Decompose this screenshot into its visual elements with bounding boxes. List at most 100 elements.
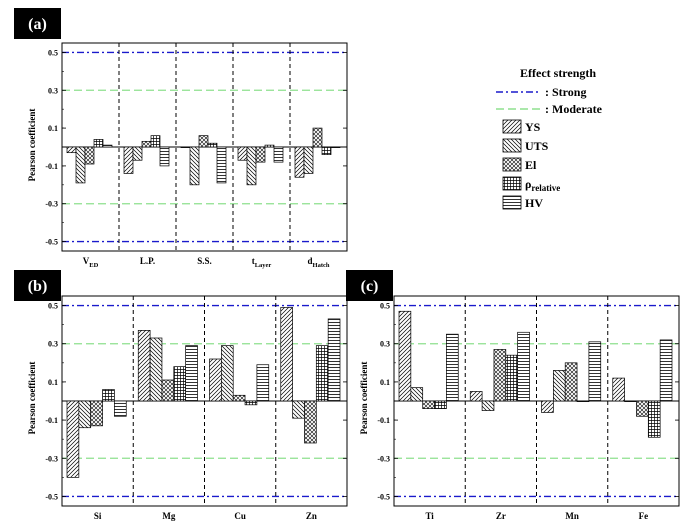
bar-hv [588, 341, 602, 402]
y-tick-label: 0.3 [48, 340, 58, 349]
panel-badge [14, 270, 61, 301]
bar-hv [446, 333, 459, 402]
bar-relative [264, 144, 275, 148]
x-tick-label: L.P. [140, 256, 155, 266]
bar-el [90, 400, 103, 427]
y-tick-label: -0.5 [45, 238, 58, 247]
y-tick-label: 0.1 [48, 124, 58, 133]
y-tick-label: -0.5 [377, 492, 390, 501]
panel-badge [14, 8, 61, 39]
bar-relative [321, 146, 332, 155]
x-tick-label: tLayer [252, 256, 272, 269]
y-tick-label: -0.3 [45, 200, 58, 209]
bar-uts [246, 146, 257, 186]
bar-uts [624, 400, 637, 402]
bar-hv [659, 339, 673, 402]
y-tick-label: 0.5 [48, 48, 58, 57]
x-tick-label: Mg [162, 511, 175, 521]
bar-uts [149, 337, 163, 402]
bar-ys [280, 307, 293, 402]
bar-uts [552, 370, 566, 402]
bar-el [255, 146, 266, 163]
y-tick-label: 0.5 [380, 302, 390, 311]
plot-frame [61, 295, 348, 507]
legend-series-label: YS [525, 120, 541, 134]
x-tick-label: Cu [234, 511, 246, 521]
bar-relative [150, 135, 161, 148]
bar-uts [78, 400, 92, 429]
y-tick-label: -0.3 [45, 454, 58, 463]
legend-swatch [502, 119, 522, 134]
panel-badge-label: (a) [28, 16, 47, 33]
y-tick-label: -0.3 [377, 454, 390, 463]
x-tick-label: VED [83, 256, 99, 269]
bar-hv [102, 144, 113, 148]
bar-uts [410, 387, 424, 402]
legend: Effect strength : Strong : Moderate YS UT… [496, 66, 603, 210]
y-tick-label: -0.1 [45, 416, 58, 425]
bar-relative [647, 400, 661, 438]
y-tick-label: 0.1 [380, 378, 390, 387]
bar-ys [209, 358, 222, 402]
bar-el [636, 400, 649, 417]
bar-el [161, 379, 175, 402]
bar-el [84, 146, 95, 165]
panel-b: (b) Pearson coefficient 0.5 0.3 0.1 -0.1 -0.… [14, 270, 348, 521]
legend-swatch [502, 157, 522, 172]
bar-el [564, 362, 578, 402]
panel-badge-label: (b) [28, 278, 48, 295]
bar-relative [576, 400, 590, 402]
bar-hv [114, 400, 127, 417]
x-tick-label: Zr [496, 511, 506, 521]
bar-relative [102, 389, 115, 402]
y-tick-label: 0.1 [48, 378, 58, 387]
bar-uts [481, 400, 495, 411]
y-axis-label: Pearson coefficient [27, 109, 37, 182]
bar-relative [93, 139, 104, 148]
bar-ys [180, 146, 191, 148]
bar-uts [132, 146, 143, 161]
bar-hv [216, 146, 227, 184]
bar-ys [398, 310, 412, 402]
bar-hv [159, 146, 170, 167]
x-tick-label: S.S. [197, 256, 212, 266]
x-tick-label: Ti [425, 511, 434, 521]
legend-swatch [502, 138, 522, 153]
bar-relative [173, 366, 187, 402]
x-tick-label: Zn [306, 511, 317, 521]
panel-badge [346, 270, 393, 301]
bar-ys [612, 377, 625, 402]
bar-uts [292, 400, 305, 419]
y-tick-label: -0.1 [45, 162, 58, 171]
y-tick-label: 0.3 [48, 86, 58, 95]
y-tick-label: -0.5 [45, 492, 58, 501]
legend-series-label: ρrelative [525, 177, 560, 193]
bar-hv [330, 146, 341, 148]
bar-ys [66, 146, 77, 154]
bar-ys [137, 330, 151, 402]
legend-series-label: UTS [525, 139, 549, 153]
bar-relative [505, 354, 518, 402]
legend-title: Effect strength [520, 66, 596, 80]
bar-ys [66, 400, 80, 478]
plot-frame [393, 295, 680, 507]
bar-hv [256, 364, 270, 402]
bar-ys [469, 391, 483, 402]
bar-el [141, 140, 152, 148]
bar-uts [303, 146, 314, 174]
x-tick-label: dHatch [308, 256, 330, 269]
x-tick-label: Si [94, 511, 102, 521]
bar-el [422, 400, 435, 409]
bar-relative [207, 142, 218, 148]
bar-ys [541, 400, 554, 413]
x-tick-label: Mn [565, 511, 579, 521]
legend-series-label: HV [525, 196, 543, 210]
panel-c: (c) Pearson coefficient 0.5 0.3 0.1 -0.1 -0.… [346, 270, 680, 521]
bar-el [198, 135, 209, 148]
y-tick-label: 0.3 [380, 340, 390, 349]
bar-uts [75, 146, 86, 184]
y-axis-label: Pearson coefficient [27, 362, 37, 435]
bar-uts [221, 345, 234, 402]
bar-uts [189, 146, 200, 186]
legend-swatch [502, 195, 522, 210]
